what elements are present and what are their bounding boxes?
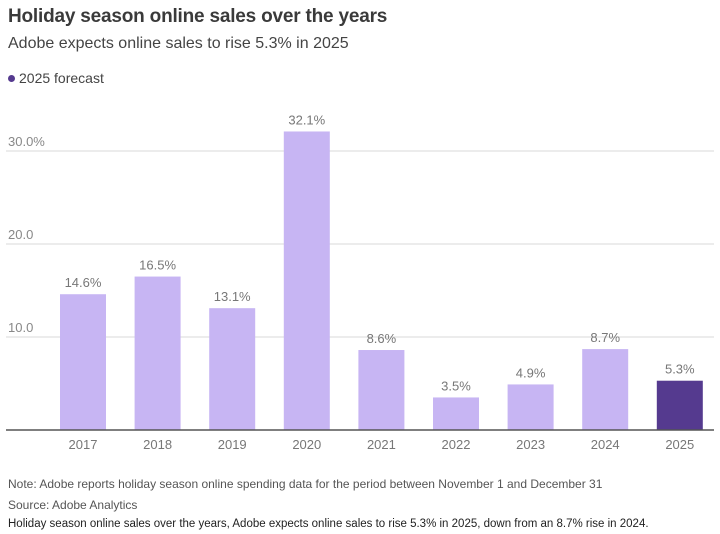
x-tick-label: 2018 <box>143 437 172 452</box>
bar-2024 <box>582 349 629 430</box>
x-tick-label: 2017 <box>69 437 98 452</box>
y-tick-label: 10.0 <box>8 320 33 335</box>
x-tick-label: 2019 <box>218 437 247 452</box>
bar-2023 <box>507 384 554 430</box>
value-label: 13.1% <box>214 289 251 304</box>
bar-2019 <box>209 308 256 430</box>
bar-2017 <box>60 294 106 430</box>
source-text: Source: Adobe Analytics <box>8 498 138 512</box>
x-tick-label: 2021 <box>367 437 396 452</box>
x-tick-label: 2025 <box>665 437 694 452</box>
bar-2021 <box>358 350 405 430</box>
x-tick-label: 2024 <box>591 437 620 452</box>
bar-2018 <box>134 276 181 430</box>
value-label: 8.6% <box>367 331 397 346</box>
bar-chart: 10.0 20.0 30.0% 14.6% 2017 16.5% 2018 13.1% 2019… <box>6 112 714 452</box>
bar-2020 <box>283 131 330 430</box>
value-label: 5.3% <box>665 362 695 377</box>
value-label: 4.9% <box>516 365 546 380</box>
chart-title: Holiday season online sales over the yea… <box>8 6 388 27</box>
y-tick-label: 30.0% <box>8 134 45 149</box>
bar-2022 <box>433 397 479 430</box>
value-label: 3.5% <box>441 378 471 393</box>
value-label: 8.7% <box>590 330 620 345</box>
x-tick-label: 2022 <box>442 437 471 452</box>
caption-text: Holiday season online sales over the yea… <box>8 518 649 530</box>
bar-2025 <box>656 380 703 430</box>
value-label: 14.6% <box>65 275 102 290</box>
legend-label: 2025 forecast <box>19 70 104 86</box>
legend-dot-icon <box>8 74 15 82</box>
note-text: Note: Adobe reports holiday season onlin… <box>8 477 603 491</box>
x-tick-label: 2023 <box>516 437 545 452</box>
value-label: 16.5% <box>139 258 176 273</box>
legend: 2025 forecast <box>8 70 104 86</box>
value-label: 32.1% <box>288 112 325 127</box>
y-tick-label: 20.0 <box>8 227 33 242</box>
x-tick-label: 2020 <box>292 437 321 452</box>
chart-subtitle: Adobe expects online sales to rise 5.3% … <box>8 35 349 52</box>
